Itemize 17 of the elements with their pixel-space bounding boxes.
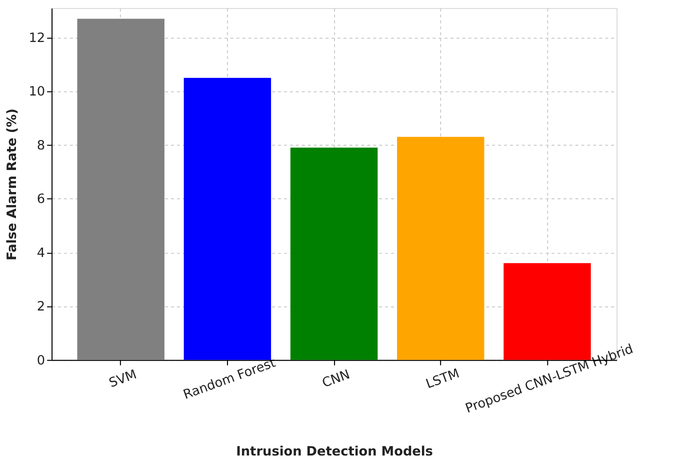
bar [397,136,484,360]
bar [77,18,164,360]
y-axis-title: False Alarm Rate (%) [4,108,20,260]
y-tick-label: 8 [36,138,46,154]
x-tick-label: LSTM [424,366,462,392]
bar [504,263,591,360]
x-tick-label: CNN [320,367,352,392]
bar [184,78,272,360]
y-tick-label: 12 [28,31,46,46]
y-tick-label: 10 [28,84,46,100]
x-axis-title: Intrusion Detection Models [236,444,434,460]
x-tick-label: SVM [107,367,139,392]
bar [290,148,378,360]
y-tick-label: 0 [36,353,46,368]
y-tick-label: 2 [36,300,46,315]
y-tick-label: 4 [36,246,46,261]
y-tick-label: 6 [36,192,46,208]
